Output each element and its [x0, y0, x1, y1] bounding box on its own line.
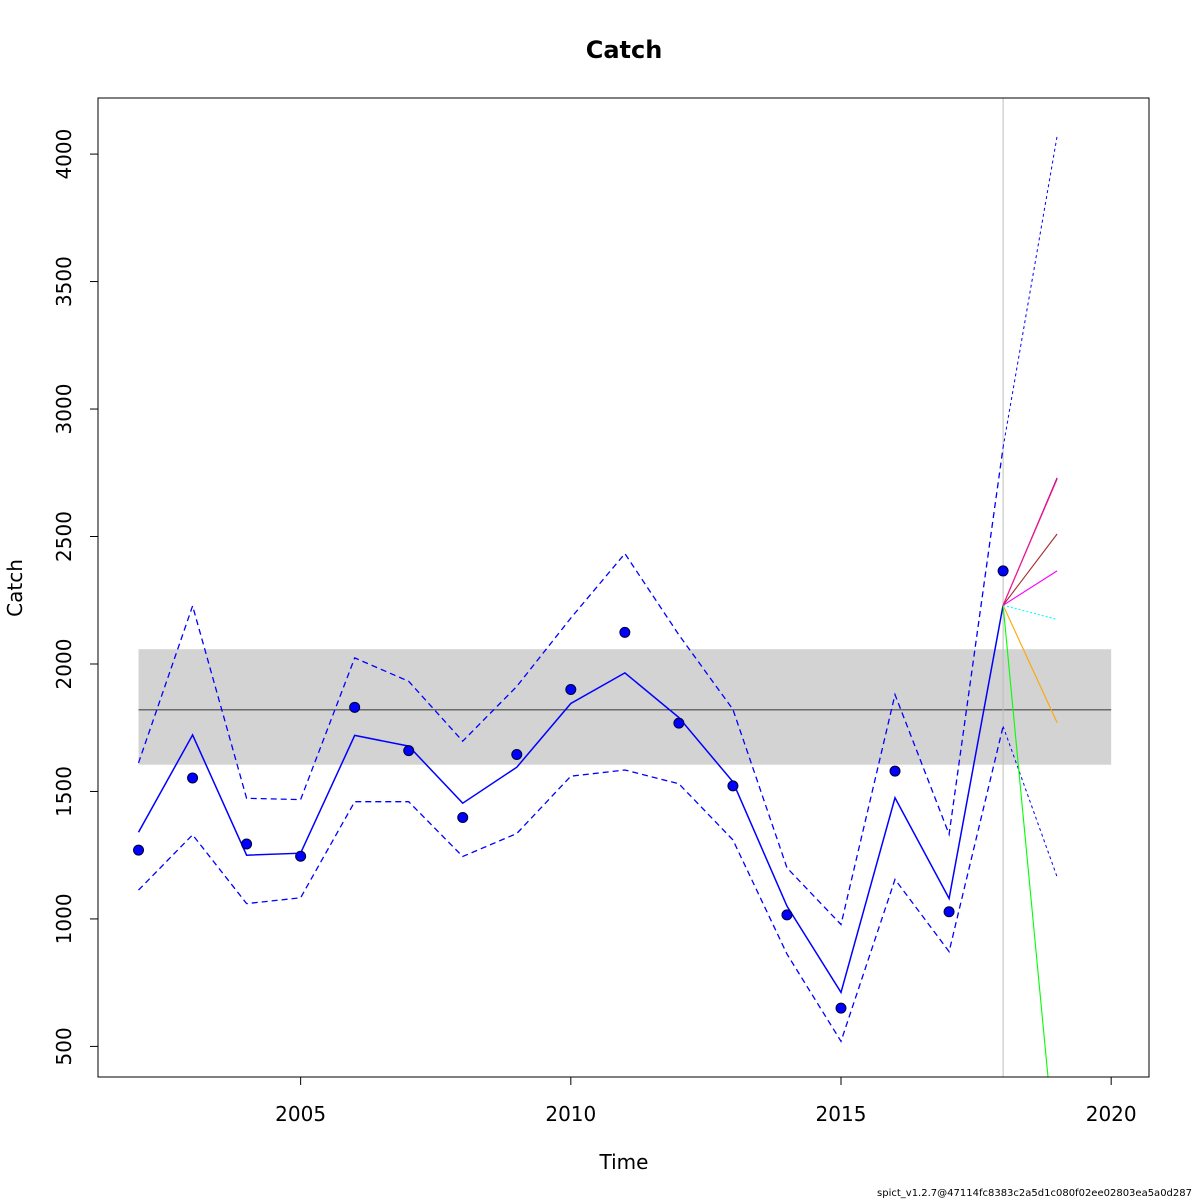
y-tick-label: 3500	[52, 256, 76, 307]
y-tick-label: 1500	[52, 766, 76, 817]
scenario-line-2	[1002, 605, 1058, 723]
scenario-line-5	[1002, 533, 1058, 606]
observed-point	[511, 748, 523, 760]
x-tick-label: 2010	[545, 1102, 596, 1126]
lower-ci-line	[138, 726, 1004, 1043]
observed-point	[241, 838, 253, 850]
observed-point	[673, 717, 685, 729]
observed-point	[349, 701, 361, 713]
forecast-upper-ci-line	[1002, 136, 1058, 448]
observed-point	[133, 844, 145, 856]
scenario-line-7	[1002, 478, 1058, 606]
observed-point	[943, 906, 955, 918]
y-tick-label: 1000	[52, 893, 76, 944]
scenario-line-3	[1002, 604, 1058, 620]
observed-point	[187, 772, 199, 784]
scenario-line-1	[1002, 605, 1049, 1077]
x-axis-label: Time	[599, 1150, 649, 1174]
chart-title: Catch	[586, 36, 663, 64]
y-tick-label: 4000	[52, 129, 76, 180]
forecast-lower-ci-line	[1002, 726, 1058, 878]
y-tick-label: 500	[52, 1027, 76, 1065]
observed-point	[403, 745, 415, 757]
version-footer: spict_v1.2.7@47114fc8383c2a5d1c080f02ee0…	[877, 1188, 1192, 1199]
y-tick-label: 3000	[52, 384, 76, 435]
axes: 2005 2010 2015 2020 500 1000 1500 2000 2500 3000 3…	[52, 129, 1137, 1126]
observed-point	[727, 780, 739, 792]
predicted-catch-line	[137, 605, 1004, 995]
y-tick-label: 2000	[52, 639, 76, 690]
observed-point	[457, 811, 469, 823]
observed-point	[835, 1002, 847, 1014]
observed-point	[565, 683, 577, 695]
y-axis-label: Catch	[3, 559, 27, 617]
x-tick-label: 2020	[1086, 1102, 1137, 1126]
plot-frame	[97, 97, 1150, 1078]
scenario-line-4	[1002, 570, 1058, 606]
observed-point	[997, 565, 1009, 577]
observed-point	[889, 765, 901, 777]
observed-point	[619, 626, 631, 638]
x-tick-label: 2005	[275, 1102, 326, 1126]
msy-band	[138, 649, 1112, 765]
upper-ci-line	[137, 447, 1004, 926]
x-tick-label: 2015	[816, 1102, 867, 1126]
plot-area	[133, 98, 1112, 1077]
y-tick-label: 2500	[52, 511, 76, 562]
observed-point	[781, 909, 793, 921]
observed-point	[295, 850, 307, 862]
